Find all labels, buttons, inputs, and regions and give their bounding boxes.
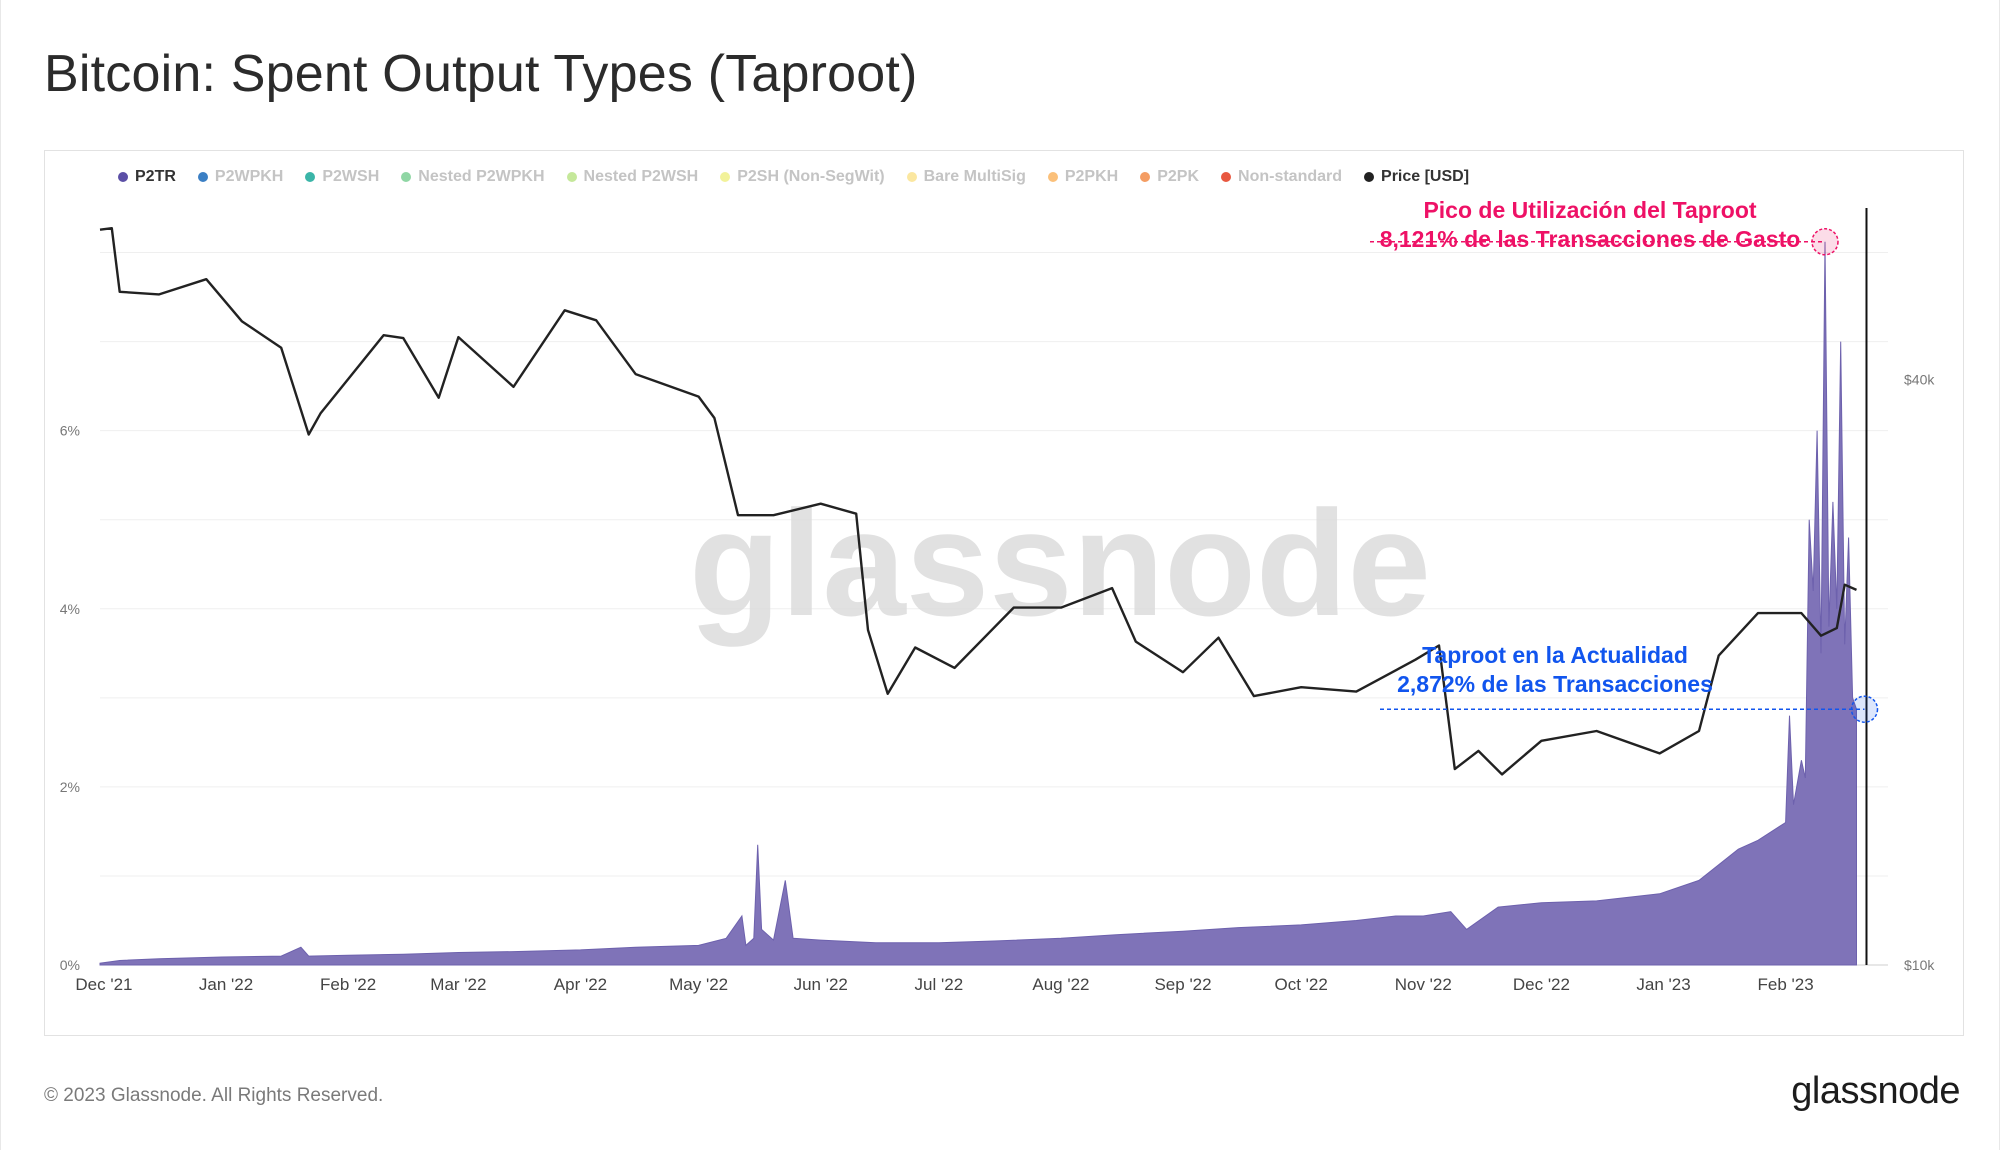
legend-item[interactable]: P2PKH xyxy=(1047,168,1119,186)
watermark-text: glassnode xyxy=(689,479,1431,647)
legend-label: Non-standard xyxy=(1238,168,1343,185)
x-tick-label: Jan '23 xyxy=(1636,975,1690,994)
legend-dot-icon xyxy=(1140,172,1151,182)
footer-copyright: © 2023 Glassnode. All Rights Reserved. xyxy=(44,1085,384,1106)
page-title: Bitcoin: Spent Output Types (Taproot) xyxy=(44,45,918,103)
peak-marker xyxy=(1811,228,1839,256)
x-tick-label: Oct '22 xyxy=(1275,975,1328,994)
legend-dot-icon xyxy=(1364,172,1375,182)
x-tick-label: Nov '22 xyxy=(1395,975,1452,994)
legend-label: P2PKH xyxy=(1064,168,1119,185)
x-tick-label: May '22 xyxy=(669,975,728,994)
chart-panel xyxy=(44,150,1964,1036)
y-left-tick-label: 0% xyxy=(60,957,80,973)
legend-item[interactable]: P2SH (Non-SegWit) xyxy=(720,168,885,186)
legend-label: P2PK xyxy=(1157,168,1200,185)
legend-item[interactable]: P2WPKH xyxy=(197,168,284,186)
legend-dot-icon xyxy=(566,172,577,182)
legend-dot-icon xyxy=(197,172,208,182)
y-axis-right: $10k $40k xyxy=(1904,371,1935,973)
x-tick-label: Mar '22 xyxy=(430,975,486,994)
y-left-tick-label: 6% xyxy=(60,423,80,439)
current-annotation-line1: Taproot en la Actualidad xyxy=(1422,642,1688,668)
legend-item[interactable]: Nested P2WPKH xyxy=(401,168,545,186)
x-tick-label: Feb '22 xyxy=(320,975,376,994)
legend-dot-icon xyxy=(401,172,412,182)
x-tick-label: Aug '22 xyxy=(1032,975,1089,994)
peak-annotation-line2: 8,121% de las Transacciones de Gasto xyxy=(1380,226,1801,252)
legend-item[interactable]: P2PK xyxy=(1140,168,1199,186)
footer-logo[interactable]: glassnode xyxy=(1791,1070,1960,1112)
x-tick-label: Jul '22 xyxy=(915,975,964,994)
legend-item[interactable]: P2TR xyxy=(118,168,176,186)
x-tick-label: Jun '22 xyxy=(794,975,848,994)
x-tick-label: Dec '21 xyxy=(75,975,132,994)
peak-annotation-line1: Pico de Utilización del Taproot xyxy=(1423,197,1756,223)
x-tick-label: Sep '22 xyxy=(1154,975,1211,994)
price-line xyxy=(99,227,1857,776)
legend-dot-icon xyxy=(305,172,316,182)
legend-dot-icon xyxy=(1221,172,1232,182)
legend-item[interactable]: P2WSH xyxy=(305,168,379,186)
legend-label: P2WPKH xyxy=(214,168,284,185)
legend-item[interactable]: Nested P2WSH xyxy=(566,168,699,186)
current-annotation-line2: 2,872% de las Transacciones xyxy=(1397,671,1713,697)
legend-label: P2TR xyxy=(135,168,176,185)
y-axis-left: 0% 2% 4% 6% xyxy=(60,423,80,973)
legend-label: P2WSH xyxy=(322,168,380,185)
y-left-tick-label: 4% xyxy=(60,601,80,617)
legend-dot-icon xyxy=(118,172,128,182)
legend-label: P2SH (Non-SegWit) xyxy=(737,168,885,185)
legend-item[interactable]: Non-standard xyxy=(1221,168,1342,186)
legend-label: Nested P2WPKH xyxy=(418,168,545,185)
chart-legend: P2TR P2WPKH P2WSH Nested P2WPKH Nested P2WSH… xyxy=(118,167,1491,187)
x-axis: Dec '21 Jan '22 Feb '22 Mar '22 Apr '22 May '… xyxy=(75,964,1888,994)
legend-label: Nested P2WSH xyxy=(583,168,699,185)
legend-item[interactable]: Price [USD] xyxy=(1364,168,1469,186)
legend-label: Price [USD] xyxy=(1381,168,1470,185)
current-marker xyxy=(1850,695,1879,723)
y-right-tick-label: $10k xyxy=(1904,957,1935,973)
legend-label: Bare MultiSig xyxy=(923,168,1026,185)
y-right-tick-label: $40k xyxy=(1904,371,1935,387)
y-left-tick-label: 2% xyxy=(60,779,80,795)
legend-dot-icon xyxy=(906,172,917,182)
legend-item[interactable]: Bare MultiSig xyxy=(906,168,1026,186)
p2tr-area xyxy=(99,241,1857,966)
legend-dot-icon xyxy=(1047,172,1058,182)
x-tick-label: Apr '22 xyxy=(554,975,607,994)
x-tick-label: Dec '22 xyxy=(1513,975,1570,994)
legend-dot-icon xyxy=(720,172,731,182)
x-tick-label: Feb '23 xyxy=(1758,975,1814,994)
x-tick-label: Jan '22 xyxy=(199,975,253,994)
